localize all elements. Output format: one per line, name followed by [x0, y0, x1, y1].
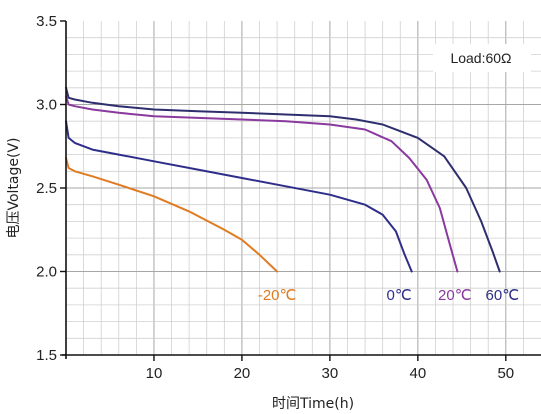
- x-tick-label: 50: [497, 365, 514, 382]
- series-label-3: 60℃: [486, 287, 520, 304]
- x-tick-label: 30: [322, 365, 339, 382]
- y-tick-label: 1.5: [36, 347, 57, 364]
- series-label-2: 20℃: [438, 287, 472, 304]
- series-label-0: -20℃: [258, 287, 297, 304]
- series-label-1: 0℃: [386, 287, 411, 304]
- y-tick-label: 3.0: [36, 97, 57, 114]
- series-line-2: [65, 95, 459, 273]
- x-tick-label: 40: [410, 365, 427, 382]
- x-axis-label: 时间Time(h): [272, 396, 354, 412]
- y-tick-label: 3.5: [36, 13, 57, 30]
- tick-labels: 1.5 2.0 2.5 3.0 3.5 10 20 30 40 50: [36, 13, 514, 382]
- series-line-0: [65, 156, 279, 273]
- y-axis-label: 电压Voltage(V): [6, 137, 22, 238]
- series-group: [65, 86, 501, 273]
- series-line-1: [65, 120, 413, 273]
- x-tick-label: 20: [234, 365, 251, 382]
- load-annotation-box: Load:60Ω: [433, 44, 531, 72]
- axes: [60, 20, 541, 361]
- load-annotation: Load:60Ω: [450, 50, 511, 66]
- y-tick-label: 2.0: [36, 264, 57, 281]
- series-line-3: [65, 86, 501, 273]
- y-tick-label: 2.5: [36, 180, 57, 197]
- x-tick-label: 10: [146, 365, 163, 382]
- load-annotation-background: [433, 44, 531, 72]
- series-labels: -20℃ 0℃ 20℃ 60℃: [258, 287, 519, 304]
